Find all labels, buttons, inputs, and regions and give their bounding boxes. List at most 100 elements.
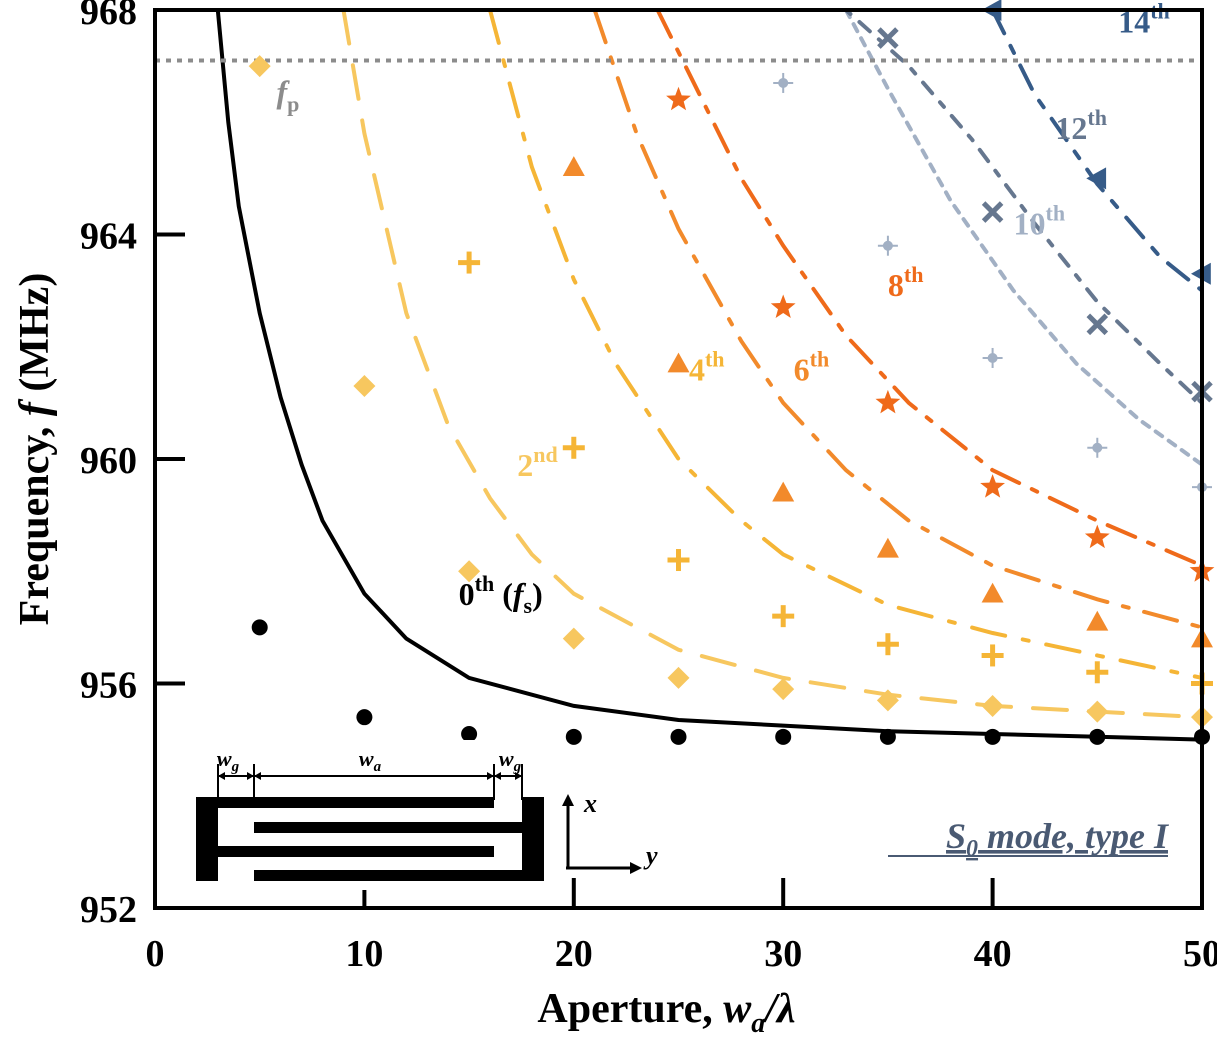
coord-y-arrow [630, 862, 642, 874]
x-tick-label: 10 [345, 933, 383, 975]
point-order-0-5 [775, 728, 792, 745]
point-order-2-6 [876, 689, 899, 712]
dimension-label-wg-left: wg [217, 746, 240, 775]
finger-right-1 [254, 822, 544, 833]
point-order-4-5 [981, 644, 1004, 667]
point-order-2-5 [772, 678, 795, 701]
order-label-8: 8th [888, 262, 924, 303]
coord-x-label: x [583, 789, 597, 818]
x-tick-label: 0 [146, 933, 165, 975]
point-order-2-3 [562, 627, 585, 650]
order-label-14: 14th [1118, 0, 1170, 39]
point-order-6-4 [981, 582, 1004, 603]
dimension-wa-arrow-end [487, 772, 494, 780]
point-order-10-0 [773, 72, 794, 93]
point-order-12-1 [981, 201, 1004, 223]
point-order-0-7 [984, 728, 1001, 745]
finger-left-1 [196, 797, 494, 808]
axes: 0 10 20 30 40 50 952 956 960 964 968 Aperture, wa/λ… [12, 0, 1217, 1038]
curve-order-6 [592, 10, 1202, 630]
curve-order-0 [215, 10, 1202, 742]
point-order-4-6 [1086, 661, 1109, 684]
point-order-12-0 [877, 27, 899, 49]
reference-line-group: fp [155, 58, 1202, 117]
point-order-2-4 [667, 666, 690, 689]
coord-x-arrow [562, 794, 574, 806]
x-tick-label: 30 [764, 933, 802, 975]
y-axis-label: Frequency, f (MHz) [12, 273, 58, 626]
point-order-0-3 [565, 728, 582, 745]
point-order-0-2 [461, 726, 478, 743]
coord-y-label: y [643, 841, 658, 870]
point-order-2-8 [1086, 700, 1109, 723]
dimension-wg-right-arrow-end [515, 772, 522, 780]
point-order-4-4 [876, 633, 899, 656]
order-label-0: 0th (fs) [459, 571, 543, 618]
point-order-4-1 [562, 436, 585, 459]
fitted-curves [215, 10, 1202, 742]
point-order-8-3 [980, 474, 1005, 498]
reference-line-label: fp [276, 74, 299, 117]
point-order-0-8 [1089, 728, 1106, 745]
curve-order-10 [844, 10, 1202, 467]
y-tick-label: 960 [80, 440, 137, 482]
order-label-4: 4th [689, 346, 725, 387]
point-order-2-2 [458, 560, 481, 583]
point-order-6-0 [562, 156, 585, 176]
x-tick-label: 20 [555, 933, 593, 975]
right-bus-bar [522, 797, 544, 881]
y-tick-label: 956 [80, 665, 137, 707]
point-order-2-7 [981, 694, 1004, 717]
point-order-10-2 [982, 347, 1003, 368]
curve-order-4 [488, 10, 1202, 680]
point-order-10-3 [1087, 437, 1108, 458]
finger-right-2 [254, 870, 544, 881]
y-tick-label: 968 [80, 0, 137, 33]
curve-order-12 [844, 10, 1202, 405]
x-axis-label: Aperture, wa/λ [537, 986, 795, 1038]
point-order-2-0 [248, 55, 271, 78]
y-tick-label: 952 [80, 889, 137, 931]
point-order-12-2 [1086, 313, 1109, 336]
dimension-wa-arrow-start [254, 772, 261, 780]
curve-order-14 [990, 10, 1202, 293]
dimension-label-wa: wa [359, 746, 382, 775]
point-order-2-1 [353, 375, 376, 398]
point-order-14-1 [1086, 167, 1107, 190]
point-order-4-0 [458, 251, 481, 274]
point-order-6-3 [876, 537, 899, 558]
dimension-label-wg-right: wg [499, 746, 522, 775]
order-labels: 0th (fs) 2nd 4th 6th 8th 10th 12th 14th [459, 0, 1170, 618]
order-label-10: 10th [1014, 201, 1066, 242]
point-order-8-0 [666, 86, 691, 111]
point-order-8-4 [1084, 524, 1110, 549]
point-order-0-6 [879, 728, 896, 745]
x-tick-label: 40 [974, 933, 1012, 975]
order-label-6: 6th [794, 346, 830, 387]
point-order-6-5 [1086, 610, 1109, 631]
dimension-wg-left-arrow-end [247, 772, 254, 780]
x-tick-label: 50 [1183, 933, 1217, 975]
point-order-4-2 [667, 549, 690, 572]
curve-order-8 [655, 10, 1202, 568]
left-bus-bar [196, 797, 218, 881]
point-order-0-0 [251, 619, 268, 636]
point-order-8-1 [770, 294, 796, 318]
point-order-6-2 [772, 481, 795, 502]
dimension-wg-left-arrow-start [218, 772, 225, 780]
mode-annotation: S0 mode, type I [946, 816, 1170, 862]
annotation-group: S0 mode, type I [888, 816, 1170, 862]
point-order-6-1 [667, 352, 690, 373]
finger-left-2 [196, 846, 494, 857]
point-order-8-2 [875, 389, 901, 414]
inset-schematic: wg wa wg x y [170, 740, 658, 890]
dimension-wg-right-arrow-start [494, 772, 501, 780]
y-tick-label: 964 [80, 216, 137, 258]
order-label-12: 12th [1055, 105, 1107, 146]
point-order-4-3 [772, 605, 795, 628]
order-label-2: 2nd [517, 442, 557, 483]
point-order-10-1 [877, 235, 898, 256]
point-order-0-1 [356, 709, 373, 726]
point-order-0-4 [670, 728, 687, 745]
